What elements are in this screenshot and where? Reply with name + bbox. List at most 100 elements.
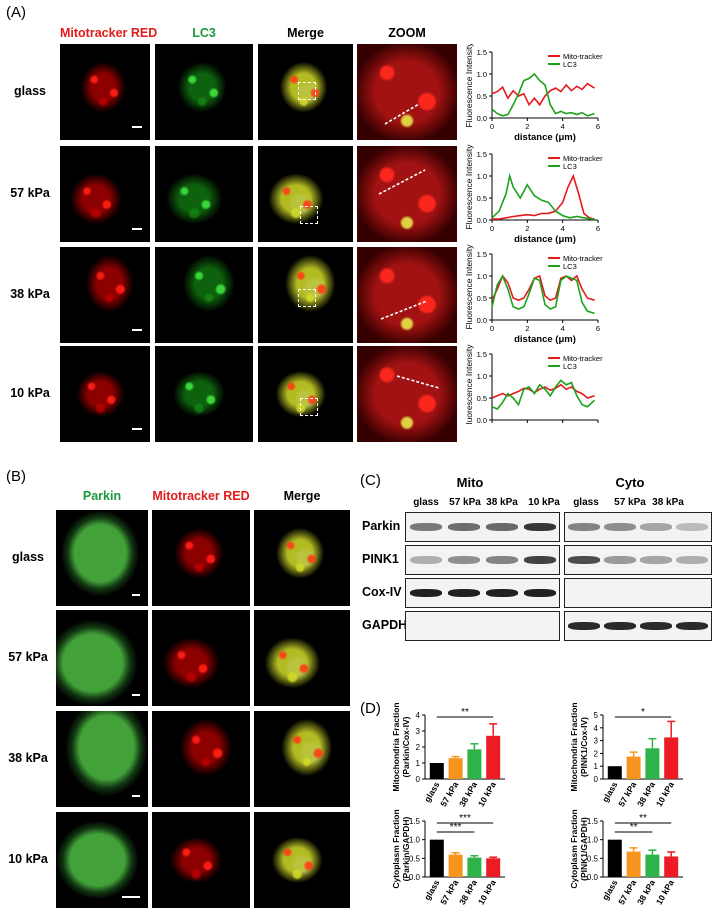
blot-band [524,589,556,597]
y-tick-label: 0 [594,775,599,784]
category-label: glass [600,878,620,902]
panel-a-micrograph-tile [155,247,253,343]
legend-entry: Mito-tracker [563,154,603,163]
y-tick-label: 0.5 [477,194,487,203]
y-tick-label: 1.0 [477,172,487,181]
panel-b-col-header: Merge [283,489,321,503]
blot-band [486,556,518,564]
panel-a-micrograph-tile [155,346,253,442]
y-axis-label: Cytoplasm Fraction(PINK1/GAPDH) [569,809,589,888]
x-tick-label: 6 [596,224,600,233]
bar [467,749,482,779]
y-tick-label: 0.0 [587,873,599,882]
y-axis-label: Fluorescence Intensity [464,44,474,128]
y-tick-label: 0.5 [409,854,421,863]
blot-lane-label: 57 kPa [614,497,646,508]
category-label: glass [600,780,620,804]
y-tick-label: 1 [594,762,599,771]
panel-b-micrograph-tile [152,610,250,706]
legend-entry: Mito-tracker [563,254,603,263]
y-tick-label: 0.0 [477,416,487,424]
scale-bar [132,428,142,430]
y-tick-label: 1.5 [477,150,487,159]
blot-group-cyto: Cyto [615,475,645,490]
y-tick-label: 0.0 [477,114,487,123]
bar [626,851,641,877]
blot-lane-label: glass [573,497,599,508]
panel-a-micrograph-tile [357,346,457,442]
y-tick-label: 0.0 [477,216,487,225]
category-label: 10 kPa [476,780,498,809]
panel-b-micrograph-tile [152,711,250,807]
panel-a-micrograph-tile [357,146,457,242]
x-tick-label: 6 [596,324,600,333]
panel-b-micrograph-tile [254,711,350,807]
panel-b-row-label: 38 kPa [8,751,48,765]
scale-bar [122,896,140,898]
y-tick-label: 1.5 [587,817,599,826]
x-tick-label: 2 [525,224,529,233]
significance-stars: ** [639,813,647,824]
y-tick-label: 0.5 [477,92,487,101]
significance-stars: * [641,707,645,718]
line-scan-path [378,169,426,195]
bar [607,766,622,779]
x-tick-label: 2 [525,122,529,131]
blot-band [524,523,556,531]
panel-a-micrograph-tile [258,146,353,242]
y-tick-label: 0.5 [477,394,487,403]
line-scan-path [384,103,420,125]
blot-band [568,523,600,531]
y-axis-label-line: Mitochondria Fraction [391,702,401,791]
x-tick-label: 0 [490,122,494,131]
y-tick-label: 1 [416,759,421,768]
y-tick-label: 1.0 [477,272,487,281]
blot-band [604,556,636,564]
panel-a-micrograph-tile [60,247,150,343]
blot-band [486,523,518,531]
blot-band [640,523,672,531]
line-scan-path [380,300,428,320]
bar [448,854,463,877]
blot-strip-cyto [564,578,712,608]
panel-a-micrograph-tile [155,146,253,242]
panel-b-row-label: 57 kPa [8,650,48,664]
y-tick-label: 1.5 [477,250,487,259]
panel-a-col-header: ZOOM [388,26,426,40]
panel-a-col-header: Mitotracker RED [60,26,158,40]
y-axis-label-line: Mitochondria Fraction [569,702,579,791]
y-tick-label: 3 [416,727,421,736]
panel-b-micrograph-tile [56,610,148,706]
blot-band [676,622,708,630]
bar [626,756,641,779]
blot-protein-label: Cox-IV [362,585,402,599]
legend-entry: Mito-tracker [563,52,603,61]
blot-lane-label: glass [413,497,439,508]
blot-strip-mito [405,611,560,641]
y-axis-label-line: (PINK1/Cox-IV) [579,717,589,777]
blot-band [448,589,480,597]
y-tick-label: 1.5 [409,817,421,826]
y-tick-label: 4 [416,711,421,720]
panel-b-row-label: 10 kPa [8,852,48,866]
panel-a-micrograph-tile [357,44,457,140]
y-tick-label: 0.5 [477,294,487,303]
blot-band [524,556,556,564]
x-axis-label: distance (μm) [514,132,576,143]
y-axis-label: Fluorescence Intensity [464,344,474,424]
blot-band [568,556,600,564]
significance-stars: *** [459,813,471,824]
panel-a-col-header: LC3 [192,26,216,40]
panel-a-micrograph-tile [258,44,353,140]
blot-band [448,523,480,531]
panel-b-col-header: Mitotracker RED [152,489,250,503]
bar [645,748,660,779]
panel-a-micrograph-tile [258,247,353,343]
y-tick-label: 2 [594,749,599,758]
